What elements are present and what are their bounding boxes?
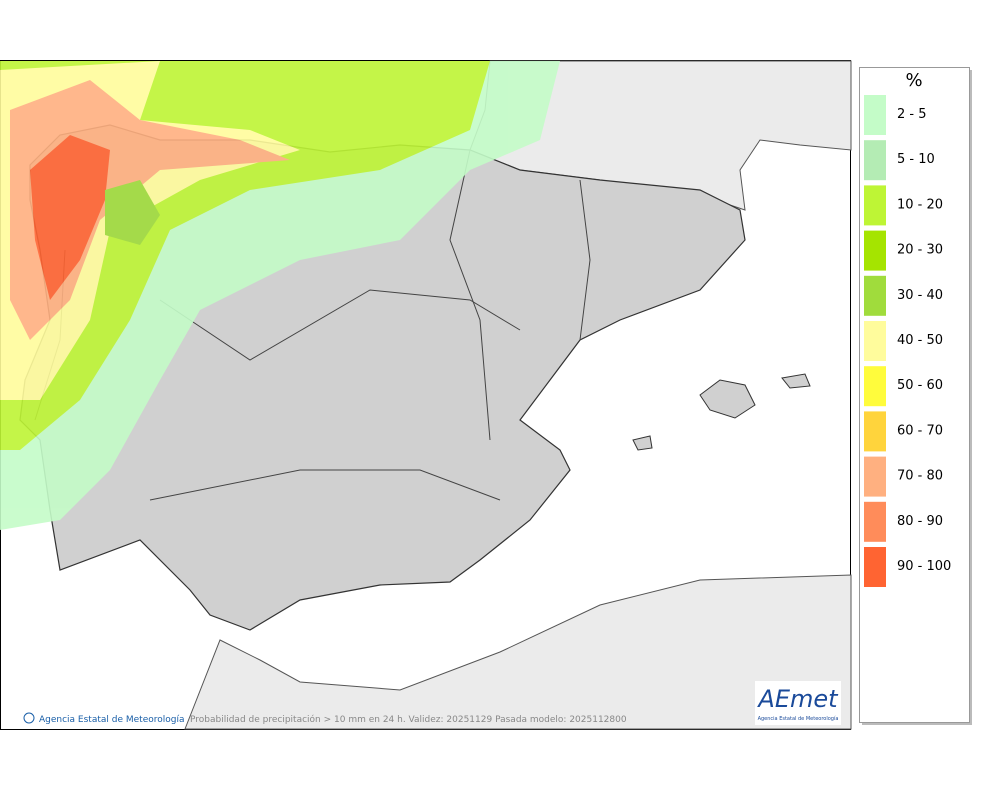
legend: % 2 - 5 5 - 10 10 - 20 20 - 30 30 - 40 40 - 5… — [859, 67, 972, 725]
border — [579, 179, 591, 341]
legend-label: 5 - 10 — [897, 152, 935, 167]
legend-label: 70 - 80 — [897, 469, 943, 484]
precipitation — [0, 61, 560, 530]
legend-label: 10 - 20 — [897, 197, 943, 212]
map: Agencia Estatal de Meteorología Probabil… — [0, 60, 852, 730]
credit: Agencia Estatal de Meteorología — [39, 715, 185, 725]
caption: Probabilidad de precipitación > 10 mm en… — [190, 714, 627, 725]
legend-swatch — [864, 230, 886, 271]
legend-label: 50 - 60 — [897, 378, 943, 393]
legend-swatch — [864, 456, 886, 497]
border — [159, 289, 521, 361]
legend-swatch — [864, 95, 886, 135]
legend-swatch — [864, 366, 886, 407]
legend-title: % — [905, 70, 922, 91]
ibiza — [632, 435, 653, 451]
legend-swatch — [864, 275, 886, 316]
legend-label: 40 - 50 — [897, 333, 943, 348]
legend-swatch — [864, 140, 886, 181]
logo: AEmet — [756, 685, 839, 713]
legend-label: 80 - 90 — [897, 514, 943, 529]
legend-label: 2 - 5 — [897, 107, 927, 122]
border — [449, 149, 491, 441]
legend-swatch — [864, 185, 886, 226]
legend-label: 20 - 30 — [897, 243, 943, 258]
logo-box — [755, 681, 841, 725]
legend-label: 60 - 70 — [897, 423, 943, 438]
mallorca — [699, 379, 756, 419]
africa — [184, 574, 852, 730]
copyright-icon — [23, 712, 35, 724]
menorca — [781, 373, 811, 389]
legend-swatch — [864, 501, 886, 542]
border — [149, 469, 501, 501]
legend-swatch — [864, 547, 886, 587]
legend-swatch — [864, 411, 886, 452]
zone — [30, 135, 110, 300]
zone — [105, 180, 160, 245]
logo-subtitle: Agencia Estatal de Meteorología — [758, 715, 839, 722]
legend-label: 90 - 100 — [897, 559, 951, 574]
legend-label: 30 - 40 — [897, 288, 943, 303]
legend-swatch — [864, 321, 886, 361]
